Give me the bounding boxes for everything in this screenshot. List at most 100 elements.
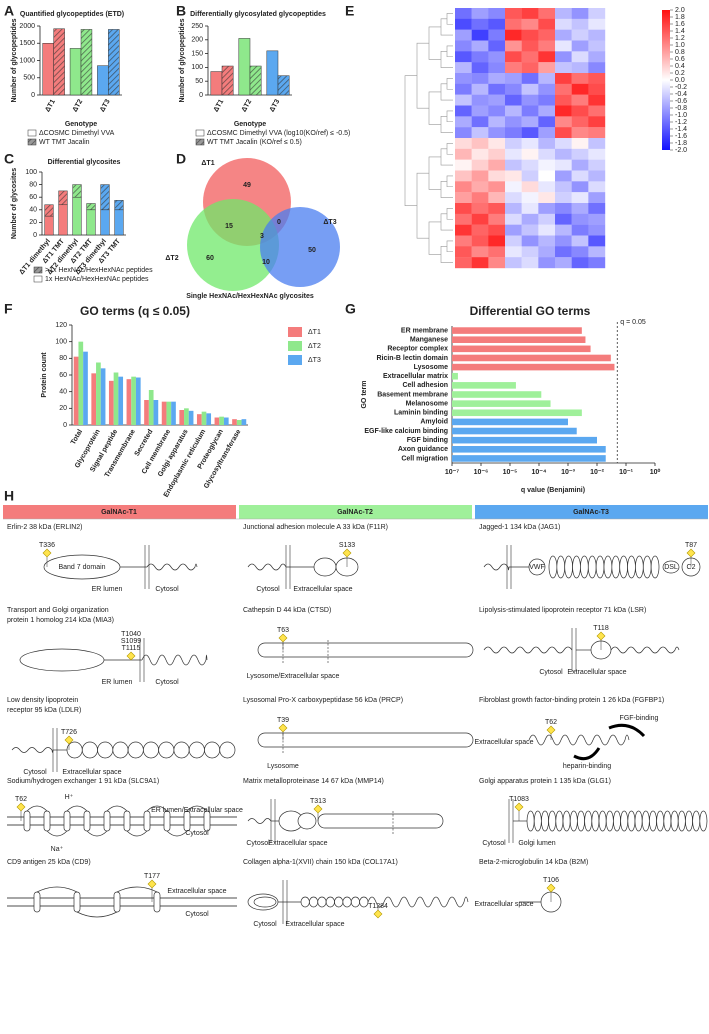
protein-diagram: T106 Extracellular space bbox=[474, 877, 562, 913]
repeat-domain bbox=[143, 741, 159, 759]
bar bbox=[86, 203, 96, 211]
protein-title: CD9 antigen 25 kDa (CD9) bbox=[7, 859, 91, 866]
repeat-domain bbox=[204, 741, 221, 759]
heat-cell bbox=[455, 213, 472, 225]
bar bbox=[44, 204, 54, 217]
y-tick-label: ER membrane bbox=[401, 327, 448, 334]
y-tick-label: Ricin-B lectin domain bbox=[376, 355, 448, 362]
heat-cell bbox=[505, 8, 522, 20]
glycosite bbox=[126, 651, 136, 661]
bar bbox=[73, 356, 79, 425]
heat-cell bbox=[571, 148, 589, 160]
x-tick-label: 10⁻⁶ bbox=[474, 469, 489, 476]
repeat-domain bbox=[627, 555, 636, 579]
bar bbox=[113, 372, 119, 425]
colorbar-label: 1.2 bbox=[675, 35, 685, 42]
heat-cell bbox=[521, 159, 539, 171]
location-label: Cytosol bbox=[253, 921, 277, 928]
y-tick-label: EGF-like calcium binding bbox=[364, 428, 448, 435]
y-tick-label: 100 bbox=[55, 339, 67, 346]
heat-cell bbox=[521, 192, 539, 204]
heat-cell bbox=[505, 159, 522, 171]
heat-cell bbox=[471, 83, 489, 95]
reference-label: q = 0.05 bbox=[620, 319, 646, 326]
y-axis-label: Number of glycosites bbox=[11, 168, 18, 239]
domain bbox=[313, 557, 337, 577]
heat-cell bbox=[488, 62, 506, 74]
heat-cell bbox=[455, 73, 472, 85]
loop bbox=[46, 830, 68, 837]
protein-title: receptor 95 kDa (LDLR) bbox=[7, 707, 81, 714]
repeat-domain bbox=[300, 896, 310, 908]
bar bbox=[44, 215, 54, 236]
location-label: Extracellular space bbox=[285, 921, 344, 928]
bar bbox=[452, 400, 551, 407]
bar bbox=[452, 436, 597, 444]
y-tick-label: 100 bbox=[25, 169, 37, 176]
heat-cell bbox=[571, 257, 589, 269]
bar bbox=[452, 354, 611, 362]
glycosite bbox=[313, 804, 323, 814]
heat-cell bbox=[471, 213, 489, 225]
bar bbox=[118, 376, 124, 425]
glycosite bbox=[546, 883, 556, 893]
bar bbox=[69, 48, 82, 96]
heat-cell bbox=[505, 40, 522, 52]
repeat-domain bbox=[613, 810, 621, 832]
chain bbox=[610, 646, 680, 654]
heat-cell bbox=[555, 18, 572, 30]
heat-cell bbox=[455, 246, 472, 258]
bar bbox=[249, 65, 262, 96]
heat-cell bbox=[555, 192, 572, 204]
protein-diagram: T1284 Cytosol Extracellular space bbox=[247, 880, 469, 928]
heat-cell bbox=[538, 192, 556, 204]
repeat-domain bbox=[548, 810, 557, 832]
y-tick-label: 40 bbox=[59, 389, 67, 396]
legend-label: ΔCOSMC Dimethyl VVA (log10(KO/ref) ≤ -0.… bbox=[207, 130, 350, 137]
heat-cell bbox=[571, 94, 589, 106]
repeat-domain bbox=[595, 555, 605, 579]
repeat-domain bbox=[605, 810, 614, 832]
tm-helix bbox=[23, 810, 31, 832]
y-tick-label: 150 bbox=[191, 50, 203, 57]
y-axis-label: Number of glycopeptides bbox=[11, 18, 18, 102]
tm-helix bbox=[103, 810, 111, 832]
chain bbox=[367, 896, 469, 908]
bar bbox=[91, 373, 97, 425]
repeat-domain bbox=[598, 810, 607, 832]
heat-cell bbox=[488, 83, 506, 95]
glycosite bbox=[16, 802, 26, 812]
heat-cell bbox=[505, 116, 522, 128]
bar bbox=[58, 204, 68, 236]
heat-cell bbox=[588, 246, 606, 258]
tm-helix bbox=[123, 810, 131, 832]
heat-cell bbox=[521, 73, 539, 85]
loop bbox=[166, 830, 188, 837]
column-header bbox=[475, 505, 708, 519]
repeat-domain bbox=[219, 741, 236, 759]
heat-cell bbox=[521, 181, 539, 193]
y-axis-label: GO term bbox=[361, 380, 368, 408]
repeat-domain bbox=[127, 741, 144, 759]
legend-swatch bbox=[27, 138, 37, 146]
loop bbox=[66, 805, 88, 812]
heat-cell bbox=[555, 73, 572, 85]
legend-swatch bbox=[195, 129, 205, 137]
heat-cell bbox=[471, 257, 489, 269]
legend-swatch bbox=[33, 275, 43, 283]
x-tick-label: 10⁻⁷ bbox=[445, 469, 459, 476]
heat-cell bbox=[505, 62, 522, 74]
heat-cell bbox=[521, 40, 539, 52]
x-tick-label: 10⁰ bbox=[650, 468, 661, 476]
repeat-domain bbox=[526, 810, 535, 832]
heat-cell bbox=[505, 105, 522, 117]
heat-cell bbox=[455, 192, 472, 204]
domain-label: FGF-binding bbox=[620, 715, 659, 722]
glycosite bbox=[373, 909, 383, 919]
protein-title: Collagen alpha-1(XVII) chain 150 kDa (CO… bbox=[243, 859, 398, 866]
heat-cell bbox=[505, 29, 522, 41]
glycosite bbox=[514, 802, 524, 812]
heat-cell bbox=[455, 159, 472, 171]
heat-cell bbox=[571, 29, 589, 41]
location-label: Extracellular space bbox=[567, 669, 626, 676]
